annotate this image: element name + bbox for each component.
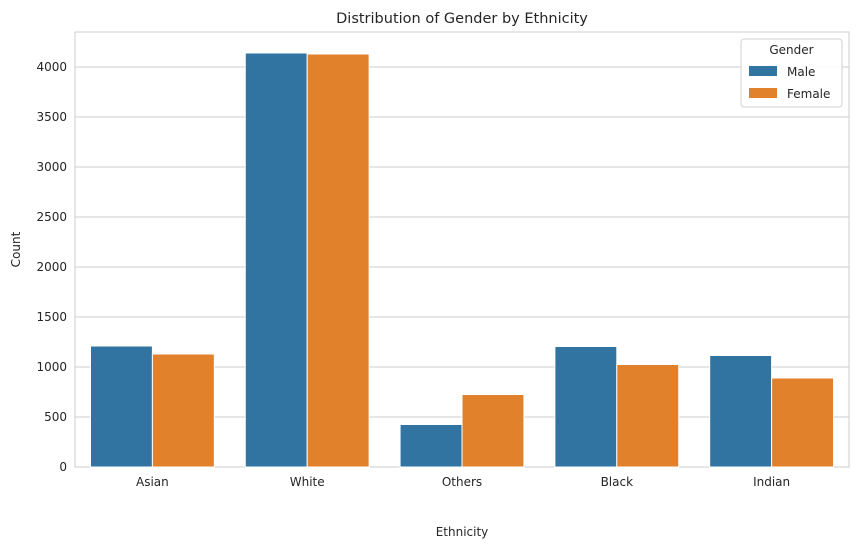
y-tick-label: 2000 bbox=[36, 260, 67, 274]
y-tick-label: 3500 bbox=[36, 110, 67, 124]
bar-female-white bbox=[306, 53, 370, 468]
bar-male-white bbox=[244, 52, 308, 468]
x-tick-label: Asian bbox=[136, 475, 169, 489]
chart-title: Distribution of Gender by Ethnicity bbox=[336, 11, 588, 27]
legend: Gender Male Female bbox=[740, 38, 843, 108]
legend-swatch-female bbox=[749, 88, 777, 98]
bars bbox=[89, 52, 835, 468]
bar-male-others bbox=[399, 424, 463, 468]
x-tick-label: White bbox=[290, 475, 325, 489]
y-tick-label: 3000 bbox=[36, 160, 67, 174]
legend-label-male: Male bbox=[787, 65, 815, 79]
y-tick-label: 4000 bbox=[36, 60, 67, 74]
bar-male-asian bbox=[89, 345, 153, 468]
bar-female-black bbox=[616, 364, 680, 468]
y-axis-ticks: 0 500 1000 1500 2000 2500 3000 3500 4000 bbox=[36, 60, 67, 474]
y-tick-label: 2500 bbox=[36, 210, 67, 224]
bar-female-others bbox=[461, 394, 525, 468]
legend-swatch-male bbox=[749, 66, 777, 76]
y-tick-label: 500 bbox=[44, 410, 67, 424]
y-tick-label: 1000 bbox=[36, 360, 67, 374]
x-axis-ticks: Asian White Others Black Indian bbox=[136, 475, 790, 489]
bar-male-black bbox=[554, 346, 618, 468]
x-tick-label: Indian bbox=[753, 475, 790, 489]
bar-female-indian bbox=[771, 377, 835, 468]
x-tick-label: Others bbox=[442, 475, 482, 489]
y-tick-label: 0 bbox=[59, 460, 67, 474]
bar-male-indian bbox=[709, 355, 773, 468]
bar-female-asian bbox=[151, 353, 215, 468]
y-tick-label: 1500 bbox=[36, 310, 67, 324]
legend-title: Gender bbox=[769, 43, 813, 57]
x-tick-label: Black bbox=[601, 475, 634, 489]
legend-label-female: Female bbox=[787, 87, 830, 101]
y-axis-title: Count bbox=[9, 231, 23, 267]
x-axis-title: Ethnicity bbox=[436, 525, 489, 539]
